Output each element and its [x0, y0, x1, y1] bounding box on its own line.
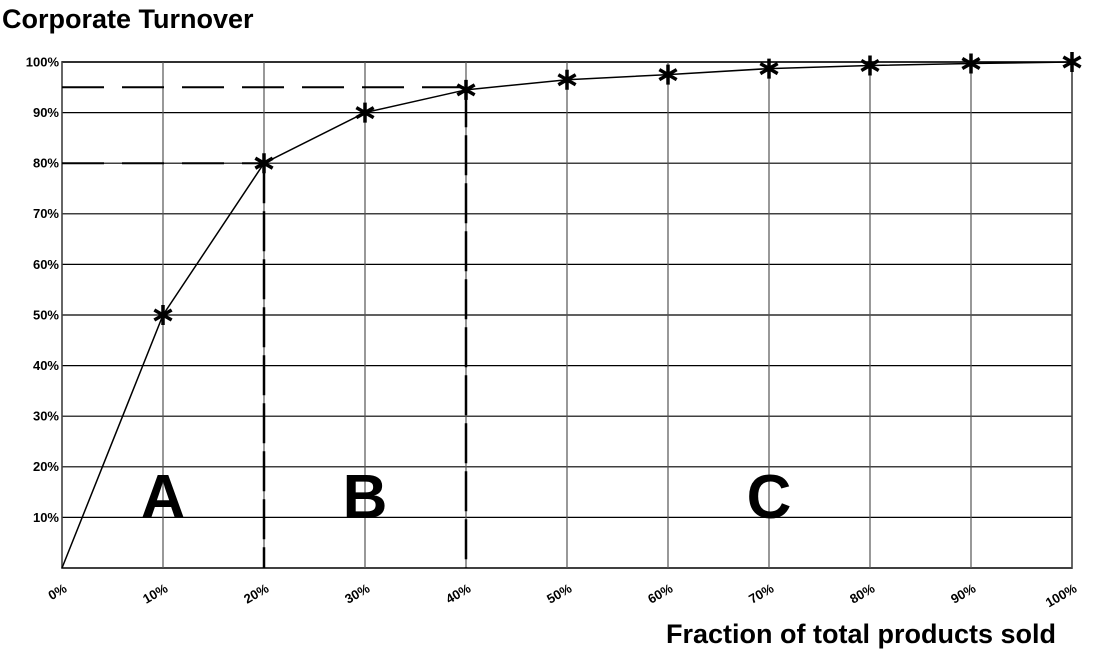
y-tick-label: 70% — [33, 206, 59, 221]
marker — [759, 58, 779, 79]
x-tick-label: 80% — [847, 580, 877, 606]
y-tick-label: 10% — [33, 510, 59, 525]
y-tick-label: 30% — [33, 409, 59, 424]
marker — [456, 79, 476, 100]
y-tick-label: 60% — [33, 257, 59, 272]
marker — [254, 153, 274, 174]
x-tick-label: 90% — [948, 580, 978, 606]
chart-title: Corporate Turnover — [2, 4, 254, 34]
y-tick-label: 80% — [33, 156, 59, 171]
marker — [658, 64, 678, 85]
y-tick-label: 90% — [33, 105, 59, 120]
x-tick-label: 20% — [241, 580, 271, 606]
x-tick-label: 50% — [544, 580, 574, 606]
y-tick-label: 50% — [33, 307, 59, 322]
region-label: C — [747, 463, 792, 532]
marker — [961, 53, 981, 74]
x-axis-label: Fraction of total products sold — [666, 619, 1056, 649]
y-tick-label: 20% — [33, 459, 59, 474]
region-label: B — [343, 463, 388, 532]
marker — [557, 69, 577, 90]
marker — [860, 55, 880, 76]
x-tick-label: 30% — [342, 580, 372, 606]
y-tick-label: 40% — [33, 358, 59, 373]
x-tick-label: 10% — [140, 580, 170, 606]
x-tick-label: 70% — [746, 580, 776, 606]
x-tick-label: 0% — [45, 580, 69, 603]
marker — [153, 305, 173, 325]
marker — [355, 102, 375, 123]
x-tick-label: 100% — [1043, 580, 1080, 610]
marker — [1062, 52, 1082, 72]
region-label: A — [141, 463, 186, 532]
x-tick-label: 60% — [645, 580, 675, 606]
y-tick-label: 100% — [26, 54, 60, 69]
x-tick-label: 40% — [443, 580, 473, 606]
